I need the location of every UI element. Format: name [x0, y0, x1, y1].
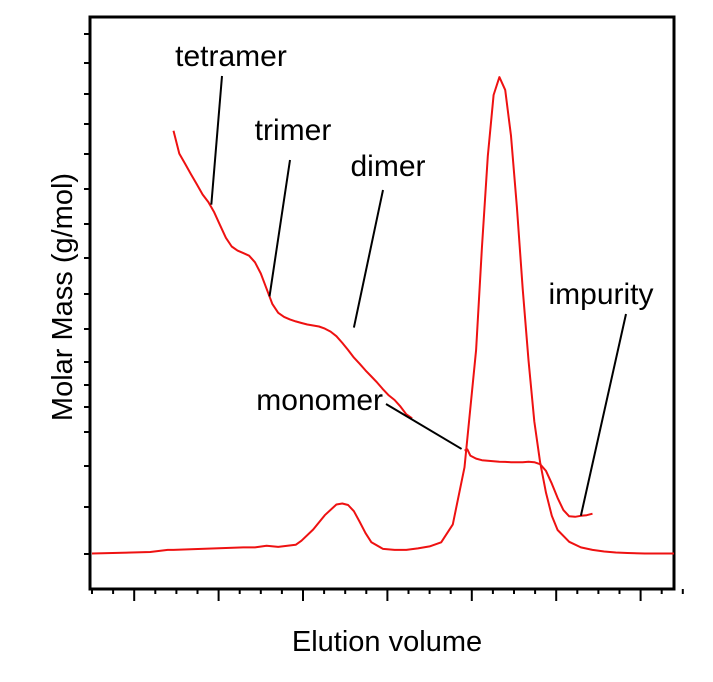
axis-ticks — [84, 34, 683, 601]
annotation-leader-monomer — [386, 404, 462, 449]
annotation-label-dimer: dimer — [350, 150, 425, 183]
chart-svg: tetramer trimer dimer monomer impurity E… — [0, 0, 713, 682]
annotation-label-tetramer: tetramer — [175, 40, 287, 73]
annotation-leader-trimer — [270, 160, 290, 296]
y-axis-label: Molar Mass (g/mol) — [47, 173, 79, 421]
series-lines — [92, 77, 674, 553]
annotation-label-monomer: monomer — [256, 384, 383, 417]
annotation-leader-dimer — [354, 190, 383, 328]
annotation-label-trimer: trimer — [255, 114, 332, 147]
series-line-molar-mass-monomer-impurity — [465, 449, 593, 516]
series-line-concentration-trace — [92, 77, 674, 553]
x-axis-label: Elution volume — [292, 626, 482, 658]
annotation-label-impurity: impurity — [548, 278, 653, 311]
annotation-leader-tetramer — [211, 76, 222, 205]
annotation-leader-impurity — [581, 314, 626, 516]
